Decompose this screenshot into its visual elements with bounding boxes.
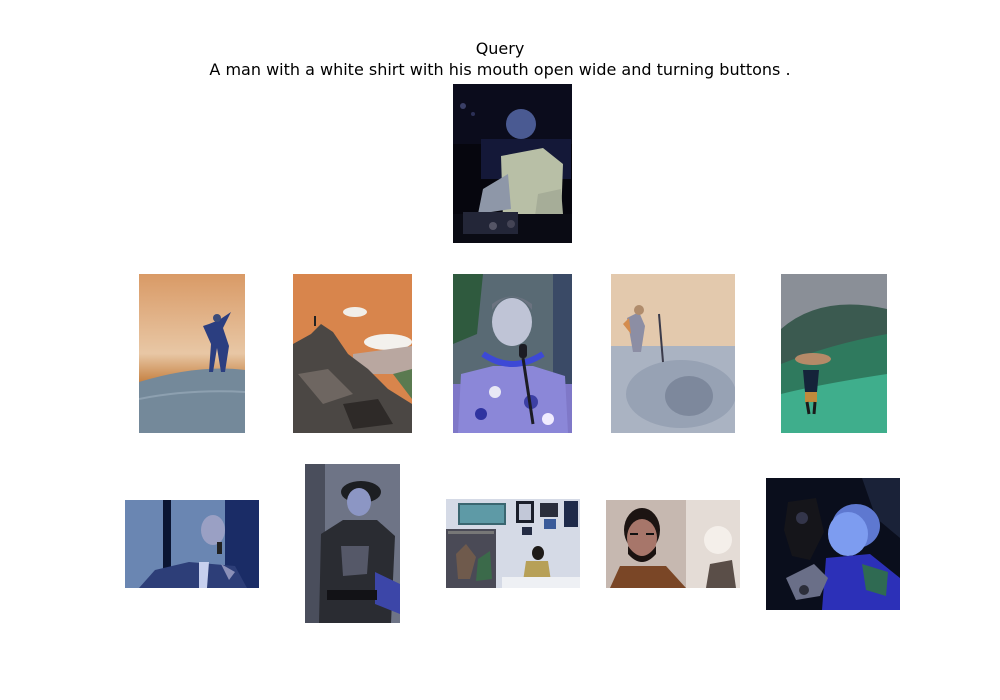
result-image xyxy=(305,464,400,623)
result-image xyxy=(766,478,900,610)
query-label: Query xyxy=(0,39,1000,59)
result-image xyxy=(125,500,259,588)
query-caption: A man with a white shirt with his mouth … xyxy=(0,60,1000,80)
result-image xyxy=(446,499,580,588)
result-image xyxy=(606,500,740,588)
result-image xyxy=(293,274,412,433)
result-image xyxy=(139,274,245,433)
query-image xyxy=(453,84,572,243)
result-image xyxy=(453,274,572,433)
result-image xyxy=(781,274,887,433)
result-image xyxy=(611,274,735,433)
